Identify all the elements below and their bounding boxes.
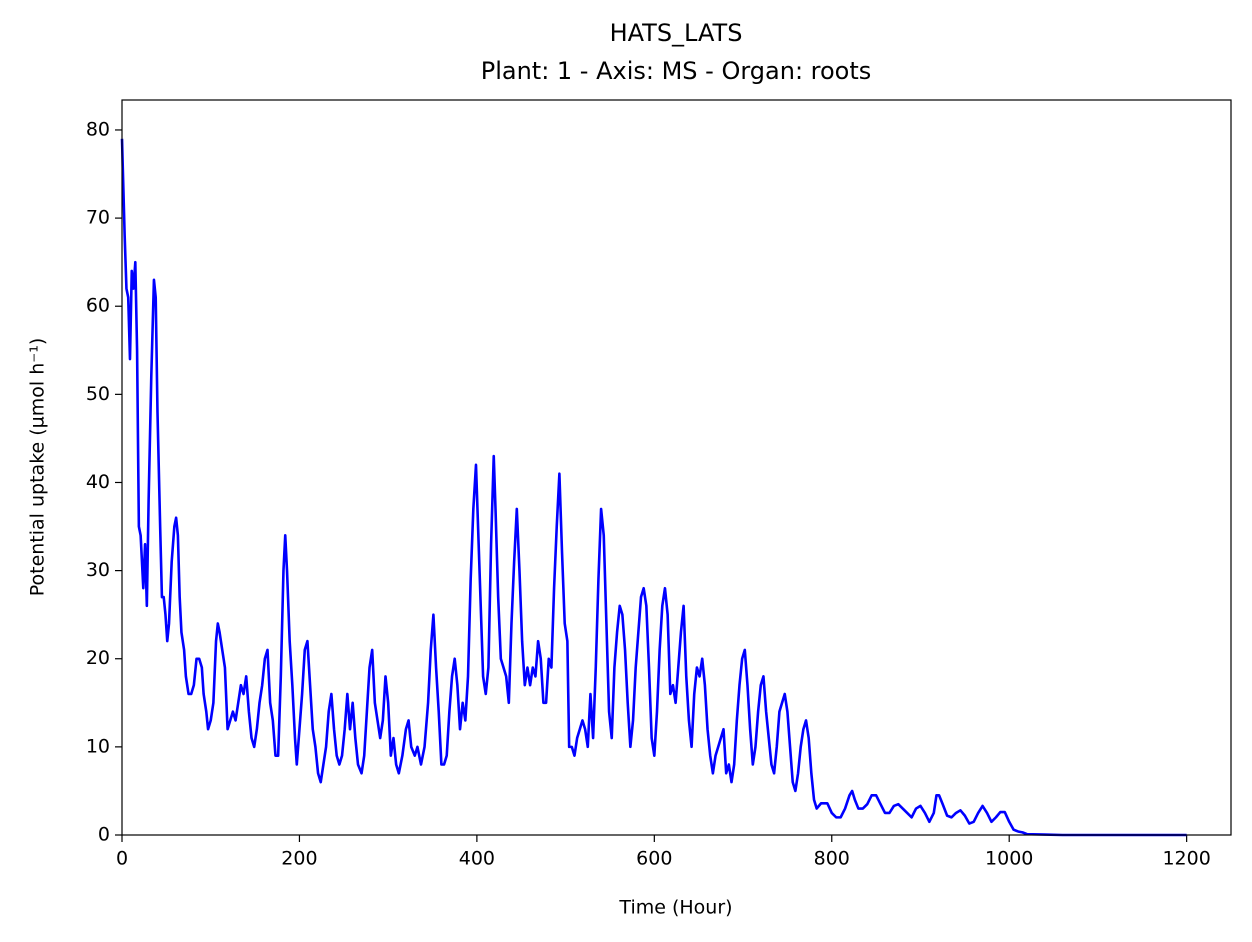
x-tick-label: 1000 [985, 848, 1033, 870]
y-tick-label: 20 [86, 647, 110, 669]
y-tick-label: 30 [86, 559, 110, 581]
y-tick-label: 80 [86, 118, 110, 140]
x-tick-label: 0 [116, 848, 128, 870]
x-tick-label: 200 [281, 848, 317, 870]
y-tick-label: 60 [86, 295, 110, 317]
y-tick-label: 50 [86, 383, 110, 405]
x-tick-label: 400 [459, 848, 495, 870]
chart-title: HATS_LATS [610, 19, 743, 47]
y-tick-label: 10 [86, 735, 110, 757]
x-tick-label: 800 [814, 848, 850, 870]
data-line [120, 138, 1187, 837]
x-tick-label: 1200 [1162, 848, 1210, 870]
y-tick-label: 70 [86, 207, 110, 229]
y-tick-label: 40 [86, 471, 110, 493]
x-tick-label: 600 [636, 848, 672, 870]
plot-frame [121, 99, 1232, 836]
chart-subtitle: Plant: 1 - Axis: MS - Organ: roots [481, 57, 872, 85]
y-axis-label: Potential uptake (µmol h⁻¹) [27, 338, 49, 597]
y-tick-label: 0 [98, 824, 110, 846]
x-axis-label: Time (Hour) [618, 897, 732, 919]
